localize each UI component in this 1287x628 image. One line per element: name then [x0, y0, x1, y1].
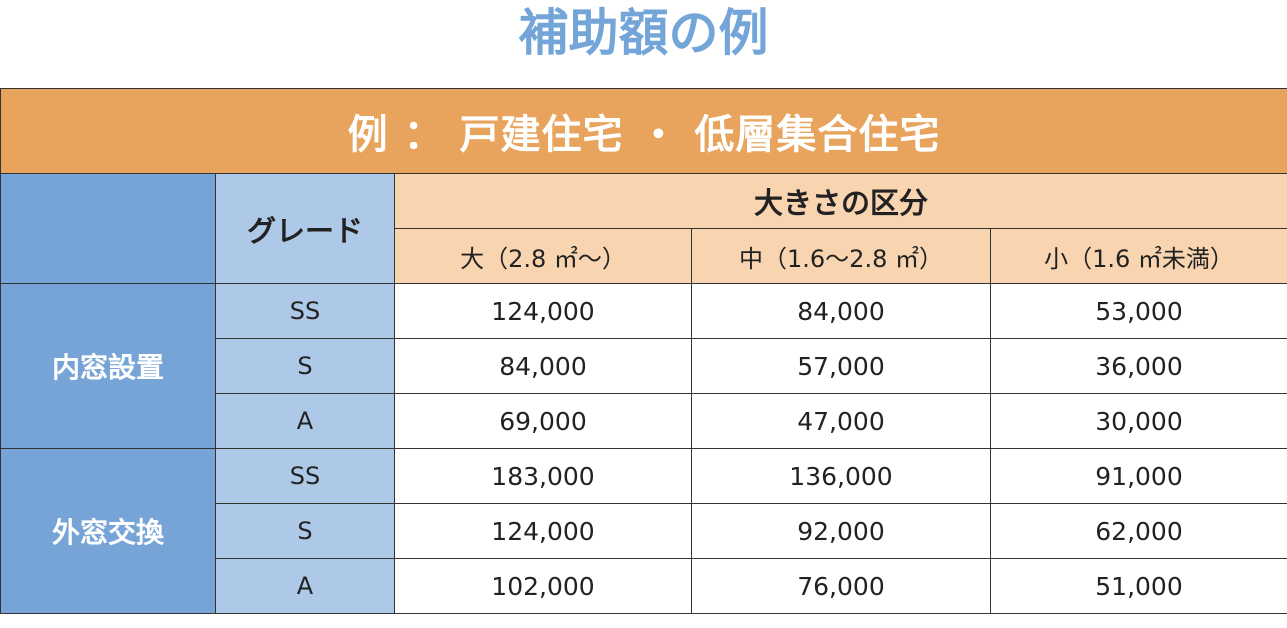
amount-cell: 136,000	[691, 448, 991, 504]
grade-cell: A	[215, 393, 395, 449]
page-title: 補助額の例	[518, 4, 769, 62]
amount-cell: 62,000	[989, 503, 1287, 559]
amount-cell: 124,000	[394, 283, 692, 339]
grade-cell: SS	[215, 448, 395, 504]
amount-cell: 36,000	[989, 338, 1287, 394]
size-header-medium: 中（1.6〜2.8 ㎡）	[691, 228, 991, 284]
size-header-small: 小（1.6 ㎡未満）	[989, 228, 1287, 284]
size-header-large: 大（2.8 ㎡〜）	[394, 228, 692, 284]
subsidy-table: 例 ： 戸建住宅 ・ 低層集合住宅 グレード 大きさの区分 大（2.8 ㎡〜） …	[0, 88, 1287, 614]
amount-cell: 57,000	[691, 338, 991, 394]
amount-cell: 102,000	[394, 558, 692, 614]
amount-cell: 84,000	[691, 283, 991, 339]
table-row: A 102,000 76,000 51,000	[1, 558, 1287, 614]
table-banner: 例 ： 戸建住宅 ・ 低層集合住宅	[0, 88, 1287, 174]
amount-cell: 51,000	[989, 558, 1287, 614]
table-row: 外窓交換 SS 183,000 136,000 91,000	[0, 448, 1287, 614]
grade-header: グレード	[215, 173, 395, 284]
amount-cell: 124,000	[394, 503, 692, 559]
table-row: A 69,000 47,000 30,000	[1, 393, 1287, 449]
size-group-header: 大きさの区分	[393, 173, 1287, 229]
amount-cell: 183,000	[394, 448, 692, 504]
corner-cell	[0, 173, 216, 284]
table-row: S 84,000 57,000 36,000	[1, 338, 1287, 394]
grade-cell: S	[215, 503, 395, 559]
grade-cell: A	[215, 558, 395, 614]
amount-cell: 69,000	[394, 393, 692, 449]
amount-cell: 47,000	[691, 393, 991, 449]
category-cell: 内窓設置	[0, 283, 216, 449]
amount-cell: 30,000	[989, 393, 1287, 449]
amount-cell: 84,000	[394, 338, 692, 394]
amount-cell: 53,000	[989, 283, 1287, 339]
amount-cell: 76,000	[691, 558, 991, 614]
grade-cell: SS	[215, 283, 395, 339]
category-cell: 外窓交換	[0, 448, 216, 614]
grade-cell: S	[215, 338, 395, 394]
table-row: 内窓設置 SS 124,000 84,000 53,000	[0, 283, 1287, 449]
amount-cell: 92,000	[691, 503, 991, 559]
amount-cell: 91,000	[989, 448, 1287, 504]
